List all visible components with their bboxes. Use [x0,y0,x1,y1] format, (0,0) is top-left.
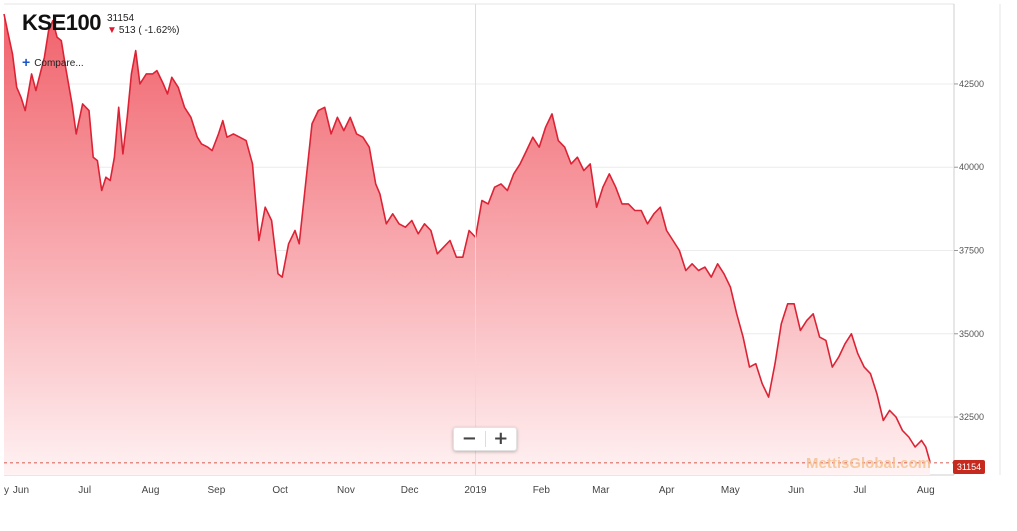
watermark: MettisGlobal.com [806,455,932,472]
x-tick-label: Nov [337,485,355,496]
ticker-symbol: KSE100 [22,10,101,35]
x-tick-label: Aug [917,485,935,496]
x-tick-label: May [721,485,740,496]
x-tick-label: 2019 [464,485,487,496]
x-tick-label: Oct [272,485,288,496]
y-tick-label: 35000 [959,329,984,339]
price-change: ▼ 513 ( -1.62%) [107,25,180,36]
x-tick-label: Feb [533,485,551,496]
x-tick-label: Apr [659,485,675,496]
zoom-controls: − + [453,427,517,451]
series-area [4,14,930,475]
zoom-in-button[interactable]: + [486,428,517,450]
last-price: 31154 [107,13,135,24]
price-change-value: 513 ( -1.62%) [118,25,180,36]
x-tick-label: Aug [142,485,160,496]
down-arrow-icon: ▼ [107,25,117,36]
x-tick-label: Dec [401,485,419,496]
series-line [3,13,931,463]
zoom-divider [484,431,486,447]
x-tick-label: Jun [788,485,804,496]
x-tick-label: y [4,485,9,496]
compare-label: Compare... [34,58,84,69]
x-tick-label: Jul [78,485,91,496]
last-value-badge: 31154 [953,460,985,474]
x-tick-label: Jun [13,485,29,496]
x-tick-label: Jul [854,485,867,496]
y-tick-label: 42500 [959,79,984,89]
y-tick-label: 32500 [959,412,984,422]
plus-icon: + [22,54,31,70]
compare-button[interactable]: + Compare... [22,53,84,70]
zoom-out-button[interactable]: − [454,428,485,450]
y-tick-label: 37500 [959,245,984,255]
y-tick-label: 40000 [959,162,984,172]
x-tick-label: Mar [592,485,610,496]
x-tick-label: Sep [207,485,225,496]
